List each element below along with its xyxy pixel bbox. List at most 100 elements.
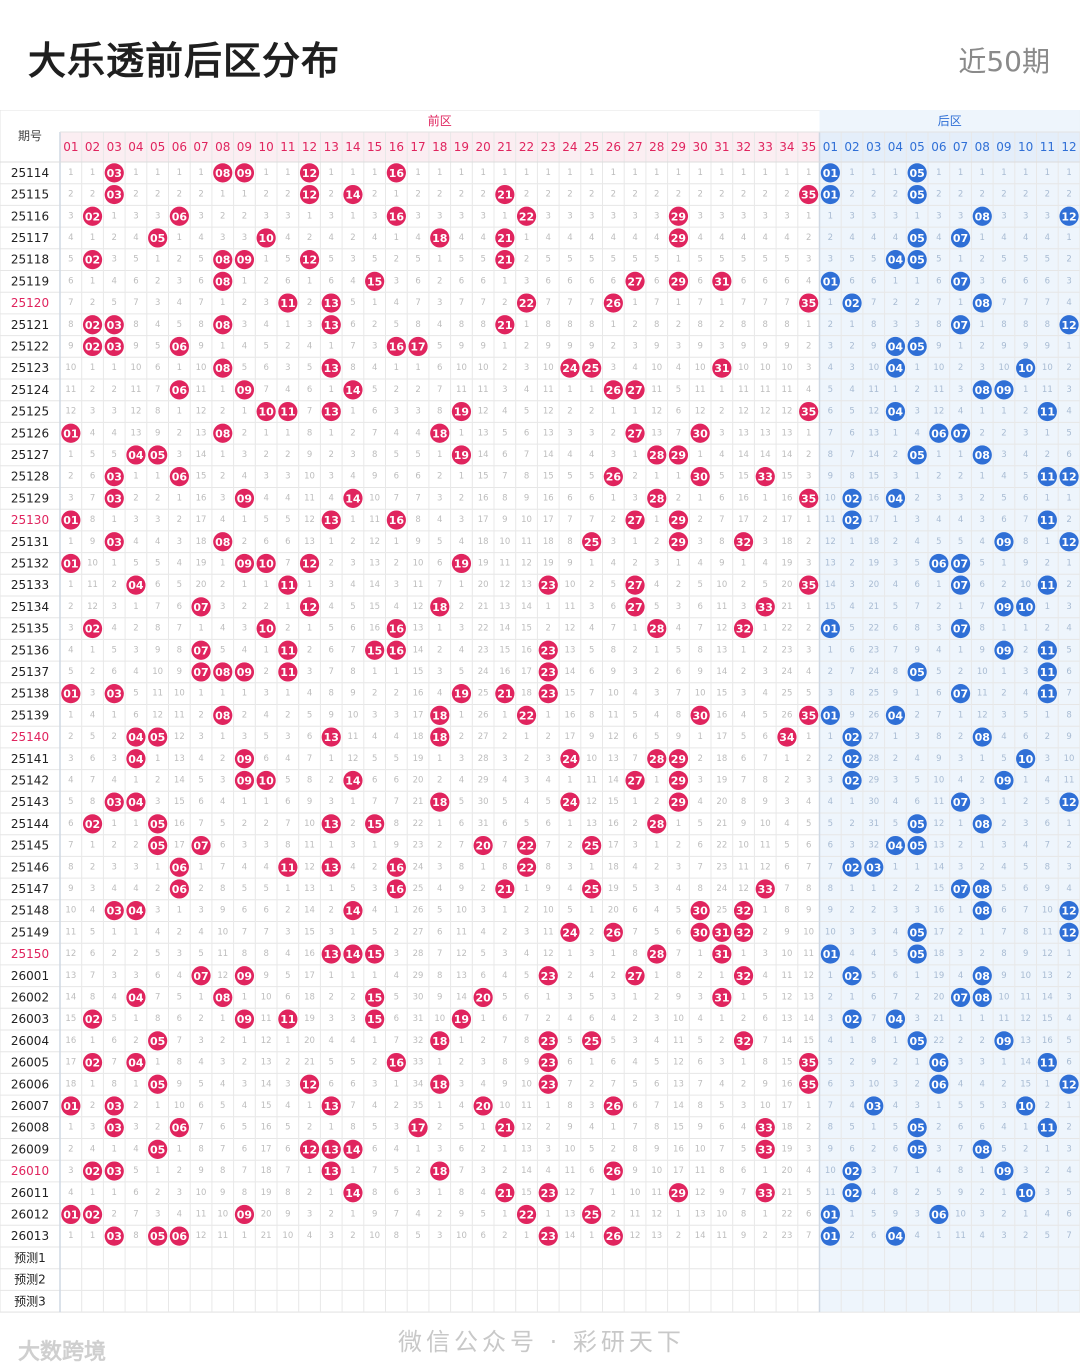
back-miss-count: 2 bbox=[980, 255, 985, 265]
front-miss-count: 5 bbox=[654, 602, 659, 612]
front-ball bbox=[430, 727, 450, 747]
back-miss-count: 2 bbox=[914, 493, 919, 503]
front-miss-count: 5 bbox=[459, 797, 464, 807]
front-miss-count: 4 bbox=[220, 624, 225, 634]
back-ball bbox=[842, 727, 862, 747]
front-miss-count: 9 bbox=[415, 537, 420, 547]
front-ball-label: 21 bbox=[497, 254, 512, 267]
back-ball-label: 04 bbox=[888, 709, 904, 722]
front-miss-count: 16 bbox=[673, 1144, 684, 1154]
back-miss-count: 3 bbox=[828, 255, 833, 265]
front-miss-count: 6 bbox=[307, 732, 312, 742]
front-miss-count: 1 bbox=[329, 1123, 334, 1133]
front-miss-count: 12 bbox=[65, 949, 76, 959]
back-miss-count: 2 bbox=[828, 667, 833, 677]
front-ball-label: 26 bbox=[606, 297, 622, 310]
front-ball-label: 25 bbox=[584, 840, 599, 853]
front-miss-count: 3 bbox=[198, 906, 203, 916]
front-ball bbox=[278, 293, 298, 313]
front-miss-count: 12 bbox=[196, 407, 207, 417]
front-miss-count: 3 bbox=[741, 211, 746, 221]
back-miss-count: 4 bbox=[1001, 862, 1006, 872]
front-ball bbox=[82, 1204, 103, 1225]
front-miss-count: 1 bbox=[263, 255, 268, 265]
front-ball-label: 05 bbox=[150, 840, 165, 853]
front-ball bbox=[148, 1139, 168, 1159]
front-miss-count: 8 bbox=[611, 645, 616, 655]
front-miss-count: 5 bbox=[329, 255, 334, 265]
back-miss-count: 2 bbox=[958, 472, 963, 482]
front-miss-count: 10 bbox=[803, 927, 814, 937]
front-miss-count: 4 bbox=[676, 884, 681, 894]
back-miss-count: 12 bbox=[933, 819, 944, 829]
front-ball-label: 19 bbox=[454, 1013, 469, 1026]
front-miss-count: 6 bbox=[285, 1144, 290, 1154]
front-miss-count: 3 bbox=[307, 1209, 312, 1219]
front-ball-label: 21 bbox=[497, 189, 512, 202]
front-miss-count: 1 bbox=[806, 602, 811, 612]
front-miss-count: 3 bbox=[567, 428, 572, 438]
front-miss-count: 4 bbox=[112, 624, 117, 634]
front-miss-count: 11 bbox=[521, 537, 532, 547]
back-miss-count: 1 bbox=[893, 732, 898, 742]
front-miss-count: 1 bbox=[567, 949, 572, 959]
front-miss-count: 4 bbox=[611, 558, 616, 568]
front-miss-count: 10 bbox=[760, 363, 771, 373]
back-miss-count: 1 bbox=[914, 472, 919, 482]
front-miss-count: 4 bbox=[68, 233, 73, 243]
back-miss-count: 5 bbox=[871, 255, 876, 265]
back-miss-count: 1 bbox=[958, 1014, 963, 1024]
front-miss-count: 2 bbox=[611, 971, 616, 981]
front-miss-count: 1 bbox=[329, 884, 334, 894]
back-miss-count: 2 bbox=[849, 1231, 854, 1241]
front-miss-count: 8 bbox=[350, 667, 355, 677]
front-miss-count: 8 bbox=[242, 949, 247, 959]
back-ball bbox=[885, 401, 906, 422]
front-miss-count: 8 bbox=[415, 515, 420, 525]
front-miss-count: 5 bbox=[242, 1123, 247, 1133]
front-ball-label: 13 bbox=[324, 818, 339, 831]
back-miss-count: 3 bbox=[828, 1014, 833, 1024]
front-ball bbox=[516, 835, 537, 856]
front-miss-count: 2 bbox=[242, 298, 247, 308]
front-miss-count: 1 bbox=[220, 689, 225, 699]
front-miss-count: 7 bbox=[676, 428, 681, 438]
front-miss-count: 1 bbox=[372, 841, 377, 851]
front-miss-count: 1 bbox=[611, 407, 616, 417]
front-miss-count: 5 bbox=[350, 298, 355, 308]
back-ball bbox=[842, 857, 862, 877]
front-miss-count: 5 bbox=[372, 754, 377, 764]
front-miss-count: 1 bbox=[719, 168, 724, 178]
front-number-header: 29 bbox=[671, 140, 686, 154]
front-miss-count: 15 bbox=[716, 689, 727, 699]
front-miss-count: 3 bbox=[697, 211, 702, 221]
front-miss-count: 7 bbox=[90, 971, 95, 981]
back-miss-count: 19 bbox=[933, 971, 944, 981]
front-ball-label: 08 bbox=[215, 666, 230, 679]
front-ball bbox=[538, 1183, 558, 1203]
back-miss-count: 5 bbox=[1023, 255, 1028, 265]
front-miss-count: 4 bbox=[502, 775, 507, 785]
front-miss-count: 3 bbox=[480, 1166, 485, 1176]
front-miss-count: 2 bbox=[177, 1166, 182, 1176]
back-miss-count: 16 bbox=[933, 906, 944, 916]
back-ball-label: 12 bbox=[1061, 319, 1076, 332]
issue-number: 25119 bbox=[11, 274, 49, 288]
back-miss-count: 5 bbox=[849, 407, 854, 417]
back-miss-count: 3 bbox=[958, 385, 963, 395]
front-miss-count: 5 bbox=[437, 537, 442, 547]
front-miss-count: 1 bbox=[220, 558, 225, 568]
back-ball-label: 08 bbox=[975, 905, 990, 918]
front-miss-count: 14 bbox=[695, 1231, 706, 1241]
front-miss-count: 5 bbox=[524, 819, 529, 829]
front-miss-count: 3 bbox=[480, 211, 485, 221]
front-miss-count: 1 bbox=[719, 298, 724, 308]
front-ball bbox=[690, 922, 710, 942]
front-miss-count: 13 bbox=[760, 428, 771, 438]
back-miss-count: 12 bbox=[1020, 1014, 1031, 1024]
front-miss-count: 14 bbox=[456, 992, 467, 1002]
front-ball-label: 27 bbox=[627, 601, 642, 614]
front-miss-count: 3 bbox=[459, 754, 464, 764]
front-miss-count: 2 bbox=[285, 710, 290, 720]
back-miss-count: 3 bbox=[1023, 1166, 1028, 1176]
